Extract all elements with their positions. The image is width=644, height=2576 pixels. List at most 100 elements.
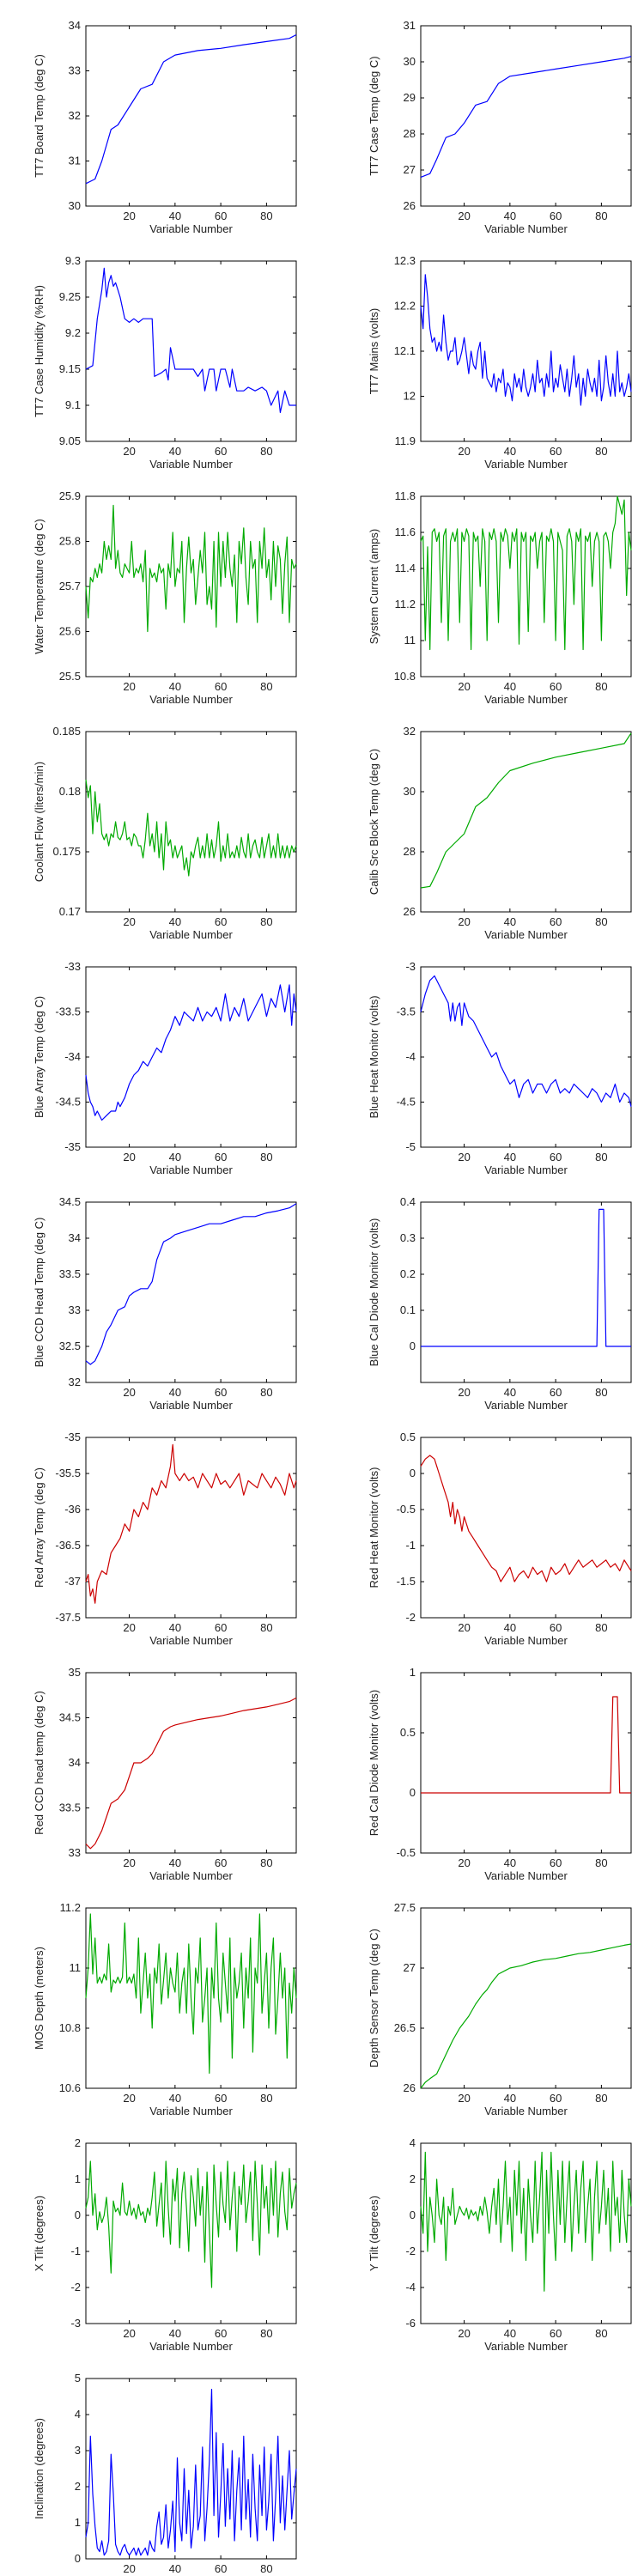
series-line	[420, 1943, 632, 2089]
y-tick-label: -35.5	[55, 1467, 81, 1479]
chart-panel-11: 32 32.5 33 33.5 34 34.5 20 40 60 80 Variable Numbe…	[33, 1195, 297, 1412]
plot-frame	[420, 1907, 632, 2089]
y-tick-label: 0.2	[400, 1267, 416, 1280]
x-tick-label: 60	[550, 1151, 562, 1163]
y-tick-label: -1	[70, 2245, 81, 2257]
y-tick-label: 34	[69, 1756, 81, 1769]
y-tick-label: 33	[69, 64, 81, 77]
y-tick-label: 0	[410, 1467, 416, 1479]
x-tick-label: 80	[260, 1621, 272, 1634]
x-tick-label: 40	[169, 1386, 181, 1399]
y-tick-label: -35	[64, 1140, 81, 1153]
x-tick-label: 40	[504, 1856, 516, 1869]
chart-panel-4: 11.9 12 12.1 12.2 12.3 20 40 60 80 Variable Numbe…	[368, 254, 632, 471]
x-axis-label: Variable Number	[149, 458, 233, 471]
x-tick-label: 60	[215, 445, 227, 458]
y-tick-label: 4	[410, 2136, 416, 2149]
x-tick-label: 60	[550, 915, 562, 928]
x-tick-label: 40	[169, 2327, 181, 2340]
y-tick-label: -0.5	[397, 1503, 416, 1516]
y-axis-label: Calib Src Block Temp (deg C)	[368, 749, 380, 895]
y-tick-label: 0.5	[400, 1726, 416, 1739]
y-tick-label: 31	[69, 155, 81, 167]
x-tick-label: 60	[550, 1386, 562, 1399]
x-tick-label: 60	[550, 680, 562, 693]
y-tick-label: 25.6	[59, 625, 81, 638]
chart-panel-13: -37.5 -37 -36.5 -36 -35.5 -35 20 40 60 80 Variable…	[33, 1431, 297, 1647]
y-tick-label: -2	[405, 1611, 416, 1624]
y-tick-label: 35	[69, 1666, 81, 1679]
x-tick-label: 80	[260, 1151, 272, 1163]
x-tick-label: 40	[169, 1621, 181, 1634]
y-tick-label: 34	[69, 19, 81, 32]
series-line	[420, 274, 632, 406]
x-tick-label: 80	[595, 915, 607, 928]
x-tick-label: 80	[260, 680, 272, 693]
x-tick-label: 40	[504, 680, 516, 693]
chart-panel-1: 30 31 32 33 34 20 40 60 80 Variable Number TT7 Boa…	[33, 19, 297, 235]
x-tick-label: 80	[595, 2092, 607, 2105]
x-tick-label: 20	[123, 2562, 135, 2575]
x-tick-label: 40	[169, 680, 181, 693]
y-tick-label: 27.5	[394, 1901, 416, 1914]
plot-frame	[420, 495, 632, 677]
chart-panel-5: 25.5 25.6 25.7 25.8 25.9 20 40 60 80 Variable Num…	[33, 489, 297, 706]
x-tick-label: 80	[595, 1621, 607, 1634]
y-tick-label: -2	[405, 2245, 416, 2257]
x-tick-label: 20	[123, 1621, 135, 1634]
x-tick-label: 60	[215, 1151, 227, 1163]
x-axis-label: Variable Number	[484, 222, 568, 235]
x-axis-label: Variable Number	[149, 2105, 233, 2117]
series-line	[85, 267, 296, 413]
x-tick-label: 60	[550, 1856, 562, 1869]
y-tick-label: 5	[75, 2372, 81, 2385]
y-tick-label: 25.7	[59, 580, 81, 592]
y-tick-label: 0.3	[400, 1231, 416, 1244]
x-axis-label: Variable Number	[149, 1869, 233, 1882]
x-tick-label: 20	[458, 1386, 470, 1399]
y-axis-label: MOS Depth (meters)	[33, 1947, 46, 2050]
chart-panel-2: 26 27 28 29 30 31 20 40 60 80 Variable Number TT7 C…	[368, 19, 632, 235]
x-axis-label: Variable Number	[149, 1163, 233, 1176]
x-tick-label: 80	[595, 445, 607, 458]
y-axis-label: Blue Heat Monitor (volts)	[368, 995, 380, 1118]
plot-frame	[85, 2378, 297, 2560]
x-axis-label: Variable Number	[484, 1634, 568, 1647]
y-tick-label: 32	[69, 1376, 81, 1388]
y-tick-label: 11	[70, 1961, 82, 1974]
y-tick-label: -4	[405, 1050, 416, 1063]
series-line	[85, 779, 297, 877]
x-tick-label: 20	[123, 210, 135, 222]
y-tick-label: 9.1	[65, 398, 81, 411]
plot-frame	[85, 495, 297, 677]
chart-panel-17: 10.6 10.8 11 11.2 20 40 60 80 Variable Number MOS…	[33, 1901, 297, 2117]
x-axis-label: Variable Number	[149, 1399, 233, 1412]
x-tick-label: 60	[215, 680, 227, 693]
x-tick-label: 60	[215, 915, 227, 928]
x-axis-label: Variable Number	[484, 928, 568, 941]
y-tick-label: 32	[69, 109, 81, 122]
x-tick-label: 40	[169, 1151, 181, 1163]
chart-panel-9: -35 -34.5 -34 -33.5 -33 20 40 60 80 Variable Numb…	[33, 960, 297, 1176]
chart-panel-21: 01234520406080Variable NumberInclination…	[33, 2372, 297, 2576]
chart-panel-7: 0.17 0.175 0.18 0.185 20 40 60 80 Variable Numbe…	[33, 725, 297, 941]
x-tick-label: 60	[215, 1856, 227, 1869]
series-line	[85, 2389, 297, 2556]
y-tick-label: 25.9	[59, 489, 81, 502]
x-axis-label: Variable Number	[484, 1399, 568, 1412]
series-line	[420, 1455, 632, 1583]
y-tick-label: 9.3	[65, 254, 81, 267]
x-tick-label: 80	[260, 210, 272, 222]
chart-panel-14: -2 -1.5 -1 -0.5 0 0.5 20 40 60 80 Variable Number R…	[368, 1431, 632, 1647]
x-tick-label: 20	[458, 210, 470, 222]
y-tick-label: 12.3	[394, 254, 416, 267]
x-tick-label: 60	[215, 2562, 227, 2575]
x-tick-label: 40	[169, 2562, 181, 2575]
x-tick-label: 40	[504, 2092, 516, 2105]
x-tick-label: 40	[504, 915, 516, 928]
y-tick-label: 11.9	[395, 434, 416, 447]
series-line	[85, 984, 297, 1121]
y-tick-label: -4	[405, 2281, 416, 2293]
y-tick-label: 0	[75, 2552, 81, 2565]
